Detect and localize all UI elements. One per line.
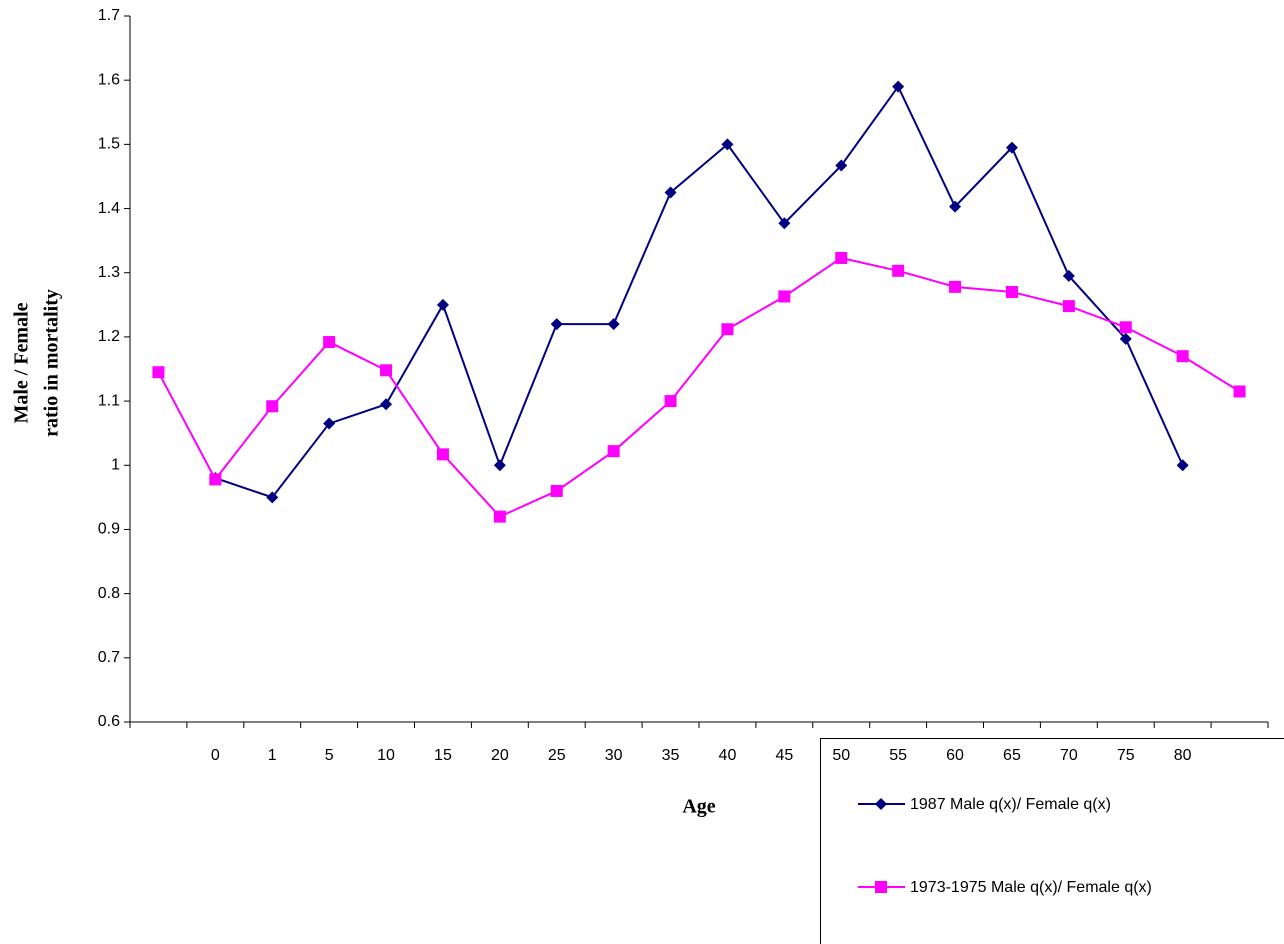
marker [380,398,393,411]
marker [152,366,165,379]
marker [323,336,336,349]
y-axis-title-line: ratio in mortality [41,289,63,437]
marker [949,200,962,213]
x-tick-label: 40 [719,747,737,764]
y-tick-label: 0.8 [98,585,120,602]
legend-marker [875,798,887,810]
y-tick-label: 1.7 [98,7,120,24]
y-tick-label: 1.5 [98,136,120,153]
marker [721,138,734,151]
marker [1119,321,1132,334]
marker [892,264,905,277]
y-axis-title: Male / Female ratio in mortality [11,289,63,437]
marker [550,318,563,331]
marker [664,186,677,199]
x-tick-label: 50 [832,747,850,764]
marker [1062,269,1075,282]
marker [1119,332,1132,345]
x-tick-label: 30 [605,747,623,764]
marker [550,484,563,497]
marker [1005,141,1018,154]
x-tick-label: 55 [889,747,907,764]
marker [266,491,279,504]
line [157,256,1241,518]
legend-marker [875,881,887,893]
marker [209,473,222,486]
x-tick-label: 65 [1003,747,1021,764]
marker [266,400,279,413]
y-tick-label: 1.2 [98,328,120,345]
y-tick-label: 1.4 [98,200,120,217]
marker [493,510,506,523]
marker [949,280,962,293]
marker [493,459,506,472]
legend-box [820,738,1284,944]
legend-label: 1973-1975 Male q(x)/ Female q(x) [910,879,1152,896]
line [215,84,1184,499]
marker [1233,385,1246,398]
marker [436,448,449,461]
marker [721,323,734,336]
x-tick-label: 45 [775,747,793,764]
marker [607,445,620,458]
y-tick-label: 0.9 [98,521,120,538]
marker [323,417,336,430]
y-tick-label: 0.7 [98,649,120,666]
y-tick-label: 1.1 [98,392,120,409]
marker [778,217,791,230]
marker [892,80,905,93]
marker [607,318,620,331]
x-tick-label: 60 [946,747,964,764]
marker [380,364,393,377]
x-tick-label: 70 [1060,747,1078,764]
x-tick-label: 10 [377,747,395,764]
y-axis-title-line: Male / Female [11,302,33,423]
marker [1176,459,1189,472]
marker [1005,285,1018,298]
x-tick-label: 75 [1117,747,1135,764]
y-tick-label: 1.6 [98,71,120,88]
x-tick-label: 25 [548,747,566,764]
marker [835,251,848,264]
x-tick-label: 35 [662,747,680,764]
x-tick-label: 0 [211,747,220,764]
marker [436,298,449,311]
marker [664,395,677,408]
x-tick-label: 20 [491,747,509,764]
x-tick-label: 1 [268,747,277,764]
legend-label: 1987 Male q(x)/ Female q(x) [910,796,1111,813]
x-tick-label: 5 [325,747,334,764]
y-tick-label: 1 [111,456,120,473]
marker [778,290,791,303]
y-tick-label: 1.3 [98,264,120,281]
marker [1062,300,1075,313]
x-tick-label: 80 [1174,747,1192,764]
x-tick-label: 15 [434,747,452,764]
y-tick-label: 0.6 [98,713,120,730]
marker [1176,350,1189,363]
marker [835,159,848,172]
x-axis-title: Age [682,796,715,818]
